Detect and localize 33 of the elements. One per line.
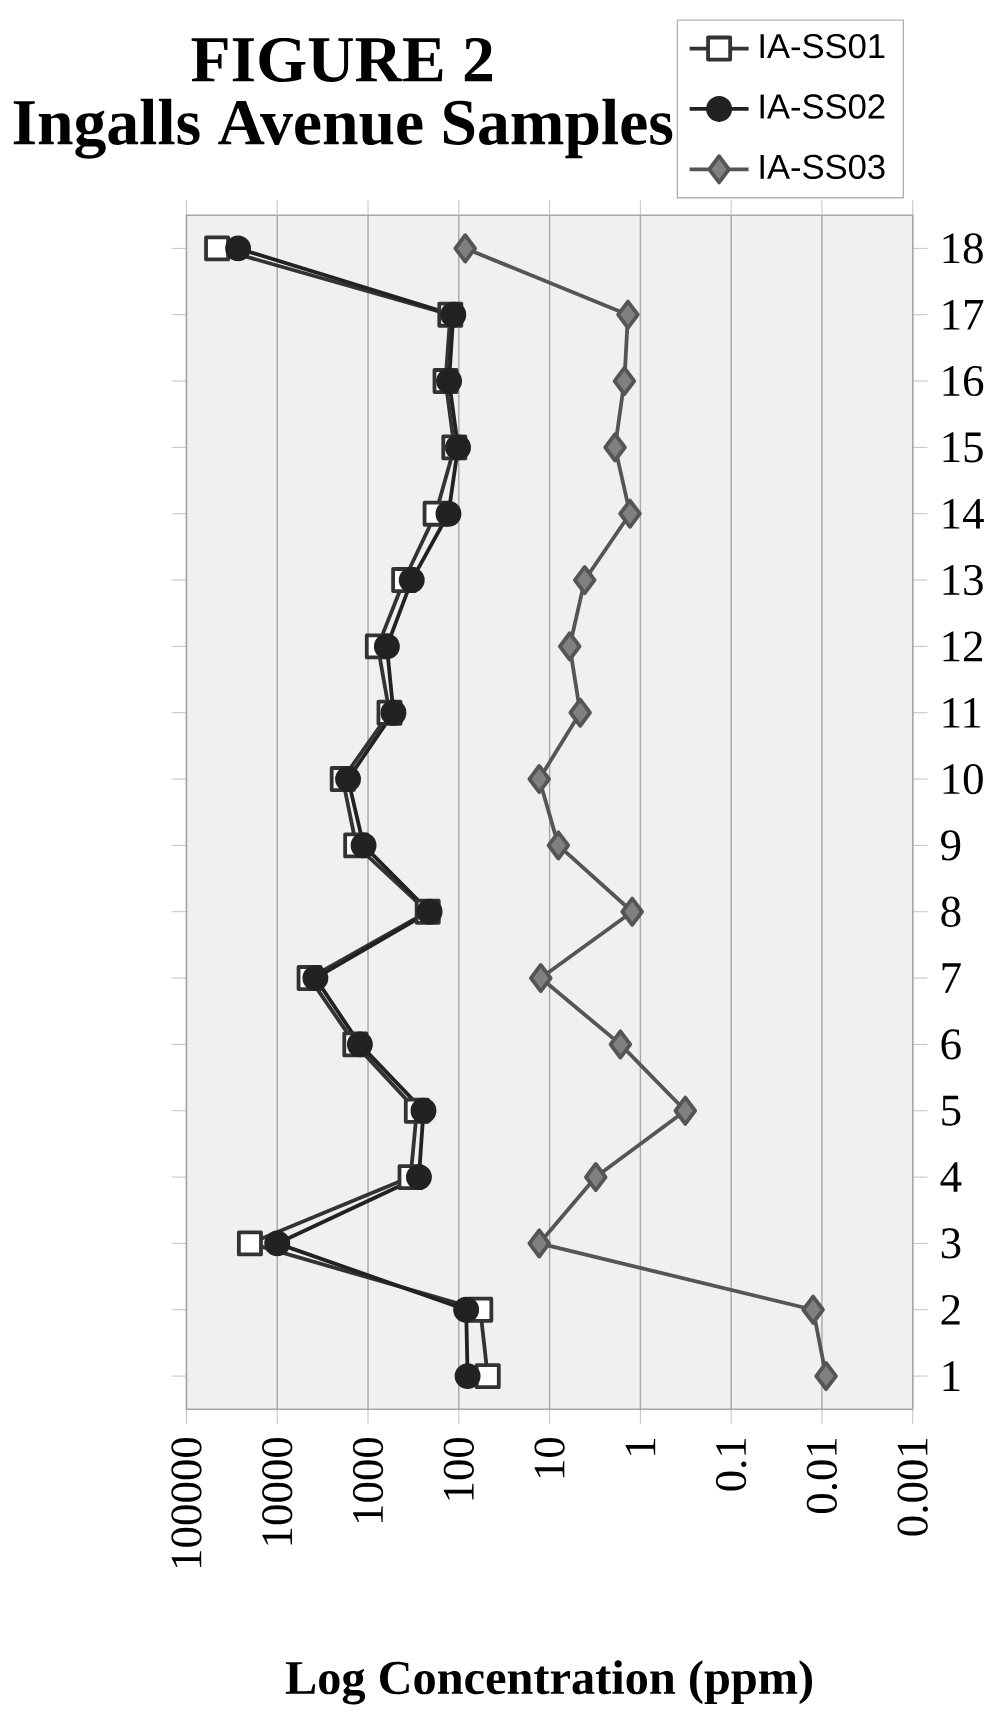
y-tick-label: 12 [943, 631, 983, 662]
y-tick-label: 10 [943, 763, 983, 795]
x-tick-label: 0.001 [897, 1438, 928, 1536]
y-tick-label: 2 [941, 1294, 960, 1325]
chart-title: FIGURE 2 [191, 37, 493, 82]
y-tick-label: 13 [943, 564, 983, 596]
x-tick-label: 100 [443, 1437, 474, 1500]
chart-subtitle: Ingalls Avenue Samples [13, 98, 673, 159]
x-tick-label: 10000 [262, 1437, 293, 1545]
legend-label: IA-SS03 [760, 154, 885, 180]
x-tick-label: 10 [534, 1437, 565, 1478]
y-tick-label: 5 [942, 1095, 961, 1126]
x-tick-label: 0.01 [806, 1438, 838, 1514]
y-tick-label: 15 [943, 432, 983, 463]
legend-label: IA-SS02 [760, 94, 885, 119]
x-axis-title: Log Concentration (ppm) [285, 1660, 812, 1705]
y-tick-label: 1 [943, 1361, 960, 1391]
x-tick-label: 100000 [171, 1437, 202, 1567]
y-tick-label: 17 [943, 299, 984, 330]
y-tick-label: 4 [940, 1162, 962, 1192]
y-tick-label: 14 [943, 498, 984, 529]
x-tick-label: 0.1 [715, 1438, 747, 1491]
y-tick-label: 11 [943, 697, 981, 728]
y-tick-label: 16 [943, 365, 984, 397]
y-tick-label: 7 [942, 963, 961, 993]
x-tick-label: 1000 [352, 1437, 384, 1523]
legend-label: IA-SS01 [760, 33, 885, 59]
y-tick-label: 18 [943, 233, 983, 264]
y-tick-label: 6 [941, 1029, 961, 1060]
y-tick-label: 3 [941, 1228, 961, 1259]
y-tick-label: 8 [941, 896, 961, 927]
y-tick-label: 9 [941, 830, 961, 861]
x-tick-label: 1 [625, 1438, 656, 1455]
